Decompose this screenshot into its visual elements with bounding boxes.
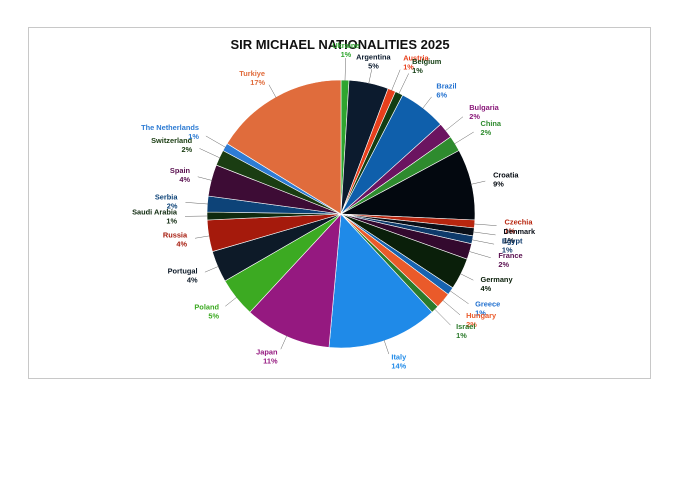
pie-slices [206, 79, 476, 349]
data-label-germany: Germany 4% [481, 275, 514, 293]
leader-line-italy [383, 339, 390, 355]
leader-line-germany [459, 273, 474, 281]
leader-line-egypt [471, 239, 495, 245]
data-label-croatia: Croatia 9% [493, 170, 519, 188]
leader-line-czechia [473, 223, 497, 226]
leader-line-brazil [422, 96, 432, 109]
data-label-russia: Russia 4% [163, 231, 188, 249]
leader-line-russia [194, 235, 210, 239]
data-label-greece: Greece 1% [475, 299, 500, 317]
leader-lines [185, 58, 497, 355]
leader-line-croatia [470, 180, 486, 185]
data-label-the-netherlands: The Netherlands 1% [141, 123, 199, 141]
leader-line-belgium [398, 73, 409, 95]
data-label-saudi-arabia: Saudi Arabia 1% [132, 207, 178, 225]
leader-line-spain [197, 176, 213, 181]
data-label-china: China 2% [481, 119, 502, 137]
chart-area: SIR MICHAEL NATIONALITIES 2025 Ukraine 1%… [28, 27, 651, 379]
data-label-italy: Italy 14% [391, 353, 407, 371]
leader-line-china [454, 131, 474, 145]
chart-title: SIR MICHAEL NATIONALITIES 2025 [230, 37, 449, 52]
data-label-ukraine: Ukraine 1% [332, 41, 359, 59]
leader-line-turkiye [268, 84, 277, 98]
leader-line-hungary [442, 299, 461, 316]
leader-line-austria [391, 69, 401, 92]
leader-line-argentina [368, 69, 373, 84]
data-labels: Ukraine 1% Argentina 5% Austria 1%Belgium 1% Br… [132, 41, 536, 371]
data-label-hungary: Hungary 2% [466, 311, 497, 329]
data-label-spain: Spain 4% [170, 166, 191, 184]
data-label-japan: Japan 11% [256, 348, 278, 366]
leader-line-poland [225, 296, 238, 307]
data-label-turkiye: Turkiye 17% [239, 69, 265, 87]
data-label-portugal: Portugal 4% [168, 266, 198, 284]
leader-line-japan [280, 335, 288, 350]
leader-line-israel [434, 308, 451, 326]
leader-line-denmark [472, 231, 496, 236]
data-label-austria: Austria 1% [403, 53, 429, 71]
data-label-france: France 2% [498, 251, 522, 269]
data-label-israel: Israel 1% [456, 322, 475, 340]
leader-line-greece [449, 290, 469, 305]
data-label-poland: Poland 5% [194, 302, 219, 320]
data-label-bulgaria: Bulgaria 2% [469, 103, 499, 121]
leader-line-switzerland [199, 148, 221, 159]
leader-line-ukraine [344, 58, 346, 82]
data-label-argentina: Argentina 5% [356, 52, 391, 70]
leader-line-bulgaria [444, 116, 464, 132]
data-label-czechia: Czechia 1% [505, 217, 534, 235]
pie-chart: SIR MICHAEL NATIONALITIES 2025 Ukraine 1%… [132, 37, 536, 371]
data-label-egypt: Egypt 1% [502, 237, 523, 255]
data-label-belgium: Belgium 1% [412, 57, 442, 75]
data-label-switzerland: Switzerland 2% [151, 136, 193, 154]
data-label-serbia: Serbia 2% [155, 193, 178, 211]
leader-line-france [468, 251, 491, 258]
leader-line-portugal [204, 266, 219, 273]
leader-line-the-netherlands [205, 135, 226, 148]
data-label-brazil: Brazil 6% [436, 82, 456, 100]
data-label-denmark: Denmark 1% [504, 227, 537, 245]
leader-line-serbia [185, 202, 209, 205]
